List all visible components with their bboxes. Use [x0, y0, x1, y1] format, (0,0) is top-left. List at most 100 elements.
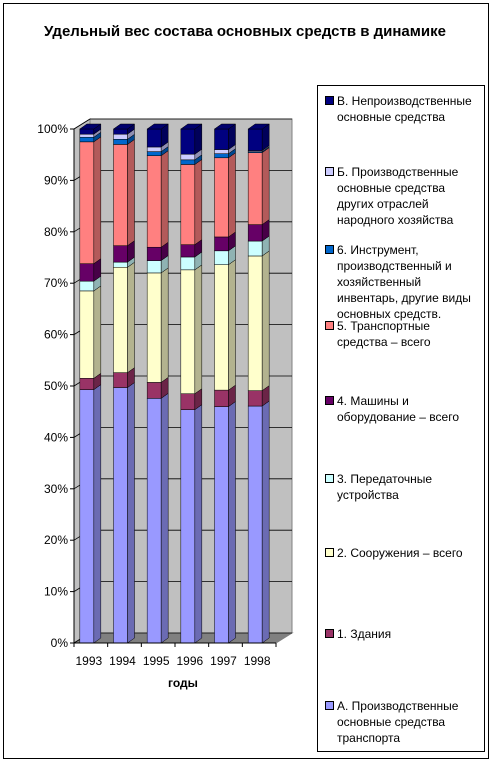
bar-segment [180, 123, 203, 155]
x-tick-label: 1998 [244, 654, 271, 668]
bar-segment [180, 404, 203, 644]
x-tick-labels: 1993 1994 1995 1996 1997 1998 [73, 643, 277, 668]
bar-front [146, 382, 162, 399]
y-tick-label: 30% [44, 482, 68, 496]
bar-front [247, 390, 263, 407]
bar-front [247, 240, 263, 257]
bar-side [194, 264, 203, 395]
bar-segment [113, 367, 135, 389]
bar-front [113, 261, 128, 268]
x-tick-label: 1997 [210, 654, 237, 668]
bar-segment [247, 400, 270, 644]
bar-front [214, 250, 229, 265]
x-tick-label: 1993 [75, 654, 102, 668]
legend-label: 2. Сооружения – всего [337, 546, 463, 560]
gridline [73, 118, 91, 130]
y-tick-label: 40% [44, 430, 68, 444]
bar-top [180, 123, 203, 130]
bar-segment [79, 136, 102, 265]
bar-front [146, 260, 162, 274]
bar-front [180, 244, 196, 258]
bar-front [79, 280, 95, 292]
bar-segment [79, 372, 102, 391]
bar-segment [113, 382, 135, 644]
bar-segment [214, 384, 236, 408]
bar-side [93, 136, 102, 265]
bar-segment [146, 267, 169, 383]
bar-front [180, 256, 196, 271]
bar-segment [113, 261, 135, 374]
y-tick-label: 50% [44, 379, 68, 393]
y-tick-labels: 0% 10% 20% 30% 40% 50% 60% 70% 80% 90% 100% [37, 122, 74, 650]
bar-front [79, 141, 95, 264]
bar-segment [79, 384, 102, 644]
bar-top [146, 123, 169, 130]
bar-segment [213, 123, 237, 151]
bar-side [160, 267, 169, 383]
legend-swatch [325, 474, 334, 483]
legend-swatch [325, 167, 334, 176]
bar-front [146, 128, 162, 148]
chart-frame [3, 3, 489, 759]
bar-segment [113, 240, 135, 263]
bar-front [180, 164, 196, 245]
legend-swatch [325, 245, 334, 254]
legend-swatch [325, 96, 334, 105]
bar-front [180, 409, 196, 644]
bar-segment [146, 150, 169, 248]
bar-front [79, 378, 95, 390]
legend-swatch [325, 321, 334, 330]
bar-side [93, 384, 102, 644]
bar-front [214, 236, 229, 252]
bar-top [112, 123, 136, 130]
bar-segment [79, 285, 102, 379]
bar-top [79, 123, 102, 130]
legend-swatch [325, 548, 334, 557]
bar-front [113, 144, 128, 246]
bar-front [214, 128, 229, 150]
bar-side [261, 400, 270, 644]
bar-front [79, 136, 95, 143]
bar-front [214, 264, 229, 391]
bar-front [214, 157, 229, 238]
bar-side [261, 147, 270, 226]
bar-segment [180, 264, 203, 395]
bar-segment [180, 251, 203, 271]
x-tick-label: 1994 [109, 654, 136, 668]
bar-front [180, 393, 196, 410]
bar-stack-1998 [247, 123, 270, 644]
bar-side [228, 152, 236, 238]
bar-side [228, 401, 236, 644]
bar-front [113, 372, 128, 388]
bar-front [146, 151, 162, 156]
bar-side [261, 250, 270, 392]
bar-front [180, 153, 196, 161]
bar-side [160, 392, 169, 644]
bar-front [180, 128, 196, 155]
bar-front [113, 139, 128, 145]
bar-front [113, 128, 128, 135]
bar-segment [146, 392, 169, 644]
y-tick-label: 0% [51, 636, 69, 650]
legend-label: 4. Машины и оборудование – всего [337, 394, 459, 424]
bar-front [113, 387, 128, 644]
bar-front [247, 224, 263, 242]
bar-segment [79, 258, 102, 282]
bar-front [247, 128, 263, 151]
bar-segment [247, 123, 270, 152]
bar-side [194, 404, 203, 644]
bar-front [79, 263, 95, 282]
x-tick-label: 1995 [143, 654, 170, 668]
bar-stack-1997 [213, 123, 237, 644]
bar-front [79, 389, 95, 644]
legend-label: 1. Здания [337, 627, 392, 641]
bar-segment [247, 385, 270, 407]
bar-front [247, 152, 263, 225]
bar-side [127, 261, 135, 374]
legend-label: 3. Передаточные устройства [337, 472, 433, 502]
bar-segment [112, 123, 136, 135]
bar-front [146, 146, 162, 152]
bar-front [146, 398, 162, 644]
bar-front [214, 406, 229, 644]
y-tick-label: 80% [44, 225, 68, 239]
